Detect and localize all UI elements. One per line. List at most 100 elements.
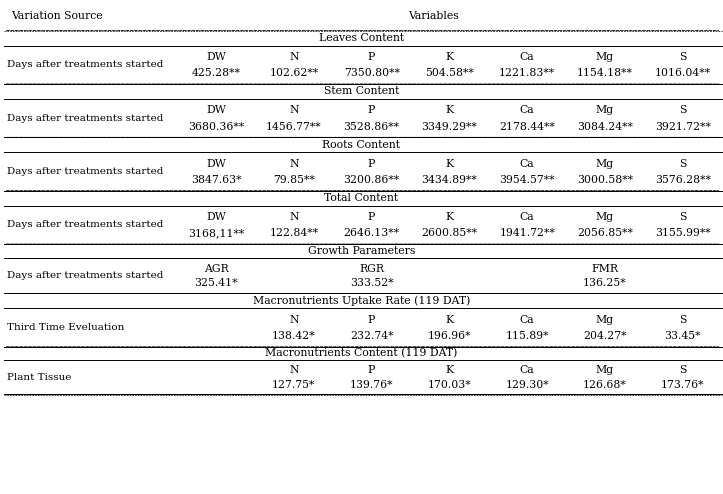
Text: 3000.58**: 3000.58**: [577, 175, 633, 185]
Text: P: P: [368, 159, 375, 169]
Text: Ca: Ca: [520, 315, 534, 325]
Text: Growth Parameters: Growth Parameters: [308, 246, 415, 256]
Text: 1941.72**: 1941.72**: [500, 228, 555, 238]
Text: N: N: [289, 212, 299, 222]
Text: P: P: [368, 315, 375, 325]
Text: N: N: [289, 315, 299, 325]
Text: Days after treatments started: Days after treatments started: [7, 220, 163, 229]
Text: Variation Source: Variation Source: [11, 11, 103, 21]
Text: N: N: [289, 365, 299, 375]
Text: 136.25*: 136.25*: [583, 279, 627, 288]
Text: Total Content: Total Content: [325, 193, 398, 203]
Text: Mg: Mg: [596, 365, 614, 375]
Text: S: S: [679, 52, 686, 62]
Text: 126.68*: 126.68*: [583, 380, 627, 390]
Text: Mg: Mg: [596, 159, 614, 169]
Text: 173.76*: 173.76*: [661, 380, 704, 390]
Text: S: S: [679, 365, 686, 375]
Text: S: S: [679, 159, 686, 169]
Text: 504.58**: 504.58**: [425, 68, 474, 78]
Text: 3528.86**: 3528.86**: [343, 122, 400, 131]
Text: Macronutrients Uptake Rate (119 DAT): Macronutrients Uptake Rate (119 DAT): [253, 295, 470, 306]
Text: N: N: [289, 105, 299, 116]
Text: S: S: [679, 315, 686, 325]
Text: 1456.77**: 1456.77**: [266, 122, 322, 131]
Text: P: P: [368, 365, 375, 375]
Text: Ca: Ca: [520, 212, 534, 222]
Text: N: N: [289, 159, 299, 169]
Text: 204.27*: 204.27*: [583, 331, 627, 341]
Text: P: P: [368, 212, 375, 222]
Text: DW: DW: [206, 52, 226, 62]
Text: 138.42*: 138.42*: [272, 331, 316, 341]
Text: 3576.28**: 3576.28**: [655, 175, 711, 185]
Text: Days after treatments started: Days after treatments started: [7, 167, 163, 176]
Text: 3434.89**: 3434.89**: [422, 175, 477, 185]
Text: P: P: [368, 105, 375, 116]
Text: 3847.63*: 3847.63*: [191, 175, 241, 185]
Text: 122.84**: 122.84**: [269, 228, 318, 238]
Text: 2178.44**: 2178.44**: [500, 122, 555, 131]
Text: Ca: Ca: [520, 52, 534, 62]
Text: Ca: Ca: [520, 365, 534, 375]
Text: Days after treatments started: Days after treatments started: [7, 271, 163, 280]
Text: Macronutrients Content (119 DAT): Macronutrients Content (119 DAT): [265, 348, 458, 359]
Text: S: S: [679, 105, 686, 116]
Text: K: K: [445, 159, 453, 169]
Text: DW: DW: [206, 212, 226, 222]
Text: 102.62**: 102.62**: [269, 68, 318, 78]
Text: 115.89*: 115.89*: [505, 331, 549, 341]
Text: N: N: [289, 52, 299, 62]
Text: Mg: Mg: [596, 212, 614, 222]
Text: 3155.99**: 3155.99**: [655, 228, 711, 238]
Text: AGR: AGR: [204, 263, 228, 274]
Text: Stem Content: Stem Content: [324, 86, 399, 96]
Text: 3349.29**: 3349.29**: [422, 122, 477, 131]
Text: K: K: [445, 315, 453, 325]
Text: Mg: Mg: [596, 315, 614, 325]
Text: 2646.13**: 2646.13**: [343, 228, 400, 238]
Text: 1016.04**: 1016.04**: [654, 68, 711, 78]
Text: 1221.83**: 1221.83**: [499, 68, 555, 78]
Text: RGR: RGR: [359, 263, 384, 274]
Text: DW: DW: [206, 159, 226, 169]
Text: Plant Tissue: Plant Tissue: [7, 372, 72, 382]
Text: 232.74*: 232.74*: [350, 331, 393, 341]
Text: K: K: [445, 105, 453, 116]
Text: 333.52*: 333.52*: [350, 279, 393, 288]
Text: 196.96*: 196.96*: [427, 331, 471, 341]
Text: Days after treatments started: Days after treatments started: [7, 60, 163, 69]
Text: Ca: Ca: [520, 159, 534, 169]
Text: Variables: Variables: [408, 11, 459, 21]
Text: K: K: [445, 212, 453, 222]
Text: Days after treatments started: Days after treatments started: [7, 114, 163, 123]
Text: Mg: Mg: [596, 52, 614, 62]
Text: Third Time Eveluation: Third Time Eveluation: [7, 323, 124, 332]
Text: 3200.86**: 3200.86**: [343, 175, 400, 185]
Text: 129.30*: 129.30*: [505, 380, 549, 390]
Text: Ca: Ca: [520, 105, 534, 116]
Text: 2600.85**: 2600.85**: [422, 228, 477, 238]
Text: K: K: [445, 52, 453, 62]
Text: 2056.85**: 2056.85**: [577, 228, 633, 238]
Text: DW: DW: [206, 105, 226, 116]
Text: Leaves Content: Leaves Content: [319, 33, 404, 43]
Text: 3921.72**: 3921.72**: [655, 122, 711, 131]
Text: 79.85**: 79.85**: [273, 175, 315, 185]
Text: 325.41*: 325.41*: [194, 279, 238, 288]
Text: K: K: [445, 365, 453, 375]
Text: 3168,11**: 3168,11**: [188, 228, 244, 238]
Text: 3954.57**: 3954.57**: [500, 175, 555, 185]
Text: 3680.36**: 3680.36**: [188, 122, 244, 131]
Text: S: S: [679, 212, 686, 222]
Text: Mg: Mg: [596, 105, 614, 116]
Text: 1154.18**: 1154.18**: [577, 68, 633, 78]
Text: 3084.24**: 3084.24**: [577, 122, 633, 131]
Text: 425.28**: 425.28**: [192, 68, 241, 78]
Text: 170.03*: 170.03*: [427, 380, 471, 390]
Text: 7350.80**: 7350.80**: [343, 68, 400, 78]
Text: 139.76*: 139.76*: [350, 380, 393, 390]
Text: P: P: [368, 52, 375, 62]
Text: 127.75*: 127.75*: [272, 380, 315, 390]
Text: FMR: FMR: [591, 263, 618, 274]
